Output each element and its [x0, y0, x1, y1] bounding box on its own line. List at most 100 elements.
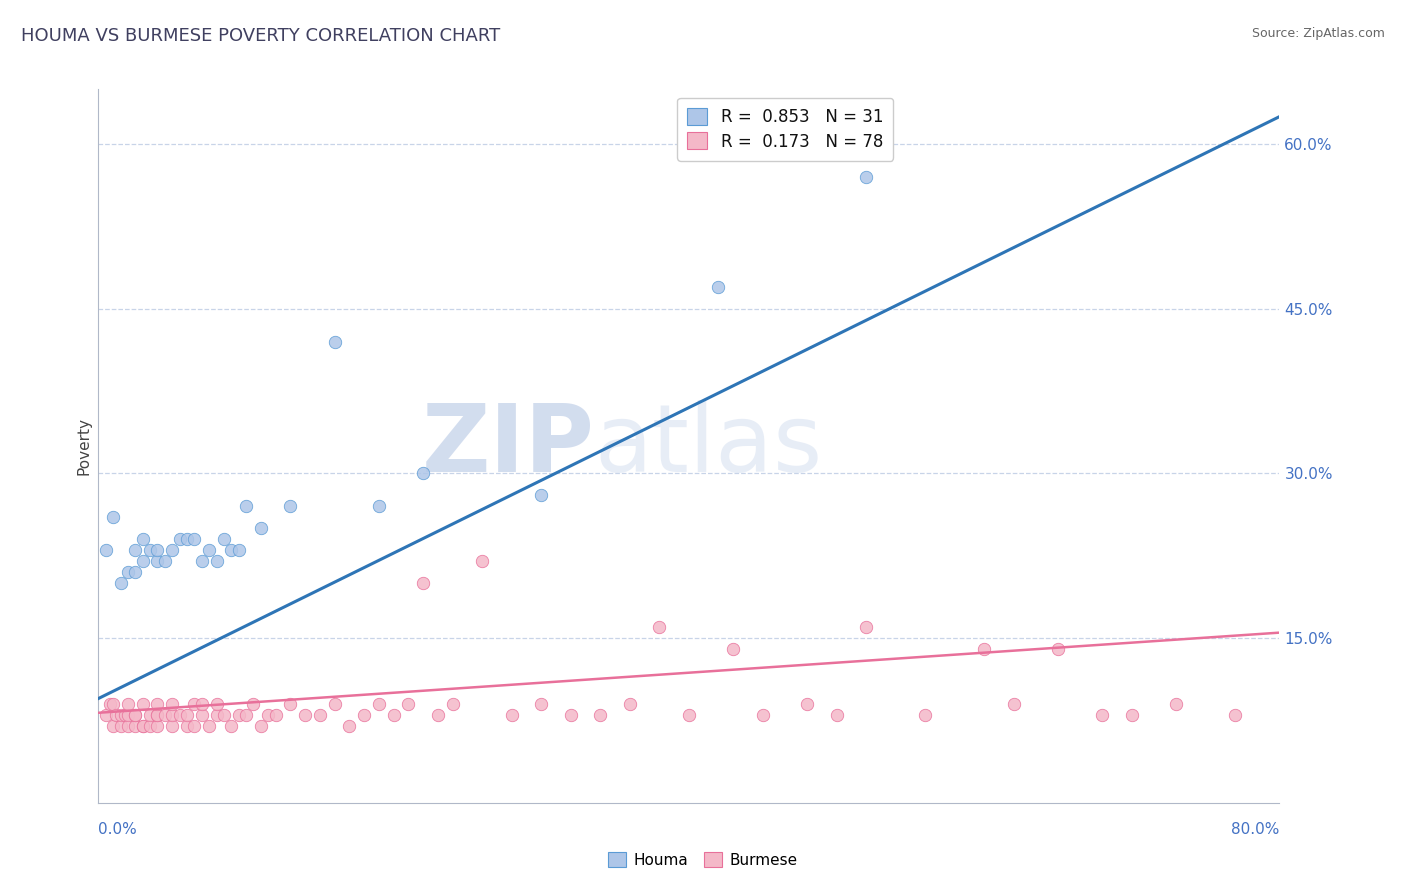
Point	[825, 708, 848, 723]
Point	[619, 697, 641, 711]
Point	[132, 697, 155, 711]
Point	[183, 533, 205, 547]
Point	[278, 697, 302, 711]
Point	[176, 719, 198, 733]
Point	[139, 719, 162, 733]
Point	[855, 169, 877, 184]
Text: 80.0%: 80.0%	[1232, 822, 1279, 837]
Point	[501, 708, 523, 723]
Point	[228, 543, 250, 558]
Point	[124, 708, 146, 723]
Point	[117, 697, 139, 711]
Point	[153, 708, 176, 723]
Point	[368, 500, 391, 514]
Point	[294, 708, 316, 723]
Point	[183, 697, 205, 711]
Point	[103, 510, 125, 524]
Point	[278, 500, 302, 514]
Point	[973, 642, 995, 657]
Point	[103, 719, 125, 733]
Point	[1223, 708, 1246, 723]
Point	[412, 576, 434, 591]
Point	[235, 500, 257, 514]
Point	[162, 697, 183, 711]
Point	[427, 708, 450, 723]
Point	[117, 566, 139, 580]
Point	[648, 620, 671, 634]
Point	[530, 488, 553, 502]
Point	[323, 334, 346, 349]
Point	[169, 533, 191, 547]
Point	[368, 697, 391, 711]
Point	[124, 719, 146, 733]
Point	[146, 708, 169, 723]
Point	[219, 719, 242, 733]
Point	[110, 576, 132, 591]
Point	[250, 521, 273, 535]
Point	[132, 533, 155, 547]
Point	[721, 642, 744, 657]
Text: Source: ZipAtlas.com: Source: ZipAtlas.com	[1251, 27, 1385, 40]
Legend: Houma, Burmese: Houma, Burmese	[600, 844, 806, 875]
Point	[191, 697, 214, 711]
Point	[257, 708, 280, 723]
Point	[132, 719, 155, 733]
Point	[205, 708, 228, 723]
Point	[309, 708, 332, 723]
Point	[205, 697, 228, 711]
Point	[353, 708, 375, 723]
Point	[1164, 697, 1187, 711]
Point	[162, 543, 183, 558]
Point	[323, 697, 346, 711]
Point	[114, 708, 136, 723]
Point	[110, 708, 132, 723]
Point	[146, 543, 169, 558]
Point	[183, 719, 205, 733]
Point	[110, 719, 132, 733]
Point	[124, 566, 146, 580]
Point	[412, 467, 434, 481]
Point	[162, 719, 183, 733]
Point	[132, 719, 155, 733]
Point	[105, 708, 128, 723]
Point	[198, 719, 221, 733]
Point	[228, 708, 250, 723]
Point	[146, 708, 169, 723]
Point	[98, 697, 121, 711]
Point	[678, 708, 700, 723]
Point	[337, 719, 360, 733]
Point	[153, 554, 176, 568]
Point	[212, 533, 235, 547]
Point	[855, 620, 877, 634]
Point	[117, 719, 139, 733]
Y-axis label: Poverty: Poverty	[76, 417, 91, 475]
Point	[382, 708, 405, 723]
Point	[176, 533, 198, 547]
Point	[139, 708, 162, 723]
Point	[242, 697, 264, 711]
Point	[176, 708, 198, 723]
Point	[707, 280, 730, 294]
Point	[212, 708, 235, 723]
Point	[124, 708, 146, 723]
Point	[94, 708, 117, 723]
Point	[589, 708, 612, 723]
Point	[560, 708, 582, 723]
Text: atlas: atlas	[595, 400, 823, 492]
Point	[146, 719, 169, 733]
Point	[471, 554, 494, 568]
Point	[250, 719, 273, 733]
Point	[117, 708, 139, 723]
Text: 0.0%: 0.0%	[98, 822, 138, 837]
Point	[441, 697, 464, 711]
Point	[191, 554, 214, 568]
Point	[146, 697, 169, 711]
Point	[94, 543, 117, 558]
Point	[914, 708, 936, 723]
Point	[162, 708, 183, 723]
Point	[169, 708, 191, 723]
Point	[396, 697, 419, 711]
Point	[124, 543, 146, 558]
Point	[751, 708, 773, 723]
Point	[132, 554, 155, 568]
